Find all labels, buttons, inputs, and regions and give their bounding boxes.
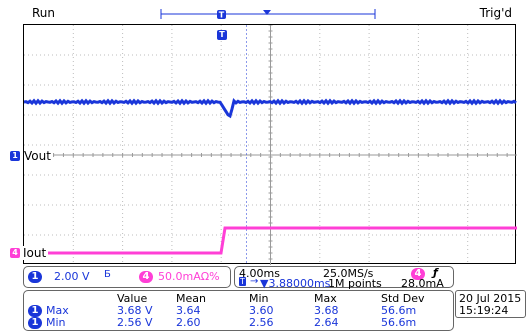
row-channel-badge: 1 xyxy=(28,317,42,329)
acquisition-status: Run xyxy=(32,6,56,20)
position-arrow-icon: → xyxy=(250,276,259,287)
trigger-marker-icon[interactable]: T xyxy=(217,30,227,40)
ch4-scale: 50.0mAΩ% xyxy=(158,270,220,283)
header-max: Max xyxy=(314,292,337,305)
row-name: Max xyxy=(46,304,69,317)
trigger-source-badge: 4 xyxy=(411,268,425,280)
ch4-waveform xyxy=(24,226,517,255)
row-mean: 2.60 xyxy=(176,316,201,329)
row-value: 2.56 V xyxy=(117,316,153,329)
header-mean: Mean xyxy=(176,292,206,305)
datetime-display: 20 Jul 2015 15:19:24 xyxy=(455,290,526,318)
trigger-status: Trig'd xyxy=(479,6,512,20)
row-mean: 3.64 xyxy=(176,304,201,317)
row-value: 3.68 V xyxy=(117,304,153,317)
header-min: Min xyxy=(249,292,269,305)
record-length: 1M points xyxy=(328,277,382,290)
measurements-panel[interactable]: Value Mean Min Max Std Dev 1 Max 3.68 V … xyxy=(23,290,454,331)
date: 20 Jul 2015 xyxy=(459,292,522,305)
header-value: Value xyxy=(117,292,148,305)
ch1-badge: 1 xyxy=(28,271,42,283)
sample-rate: 25.0MS/s xyxy=(323,267,374,280)
trigger-level: 28.0mA xyxy=(401,277,444,290)
status-bar: T Run Trig'd xyxy=(0,0,526,24)
trigger-slope-icon: ƒ xyxy=(433,266,438,279)
trigger-position-indicator: T xyxy=(160,9,376,20)
vertical-scale-panel[interactable]: 1 2.00 V Б 4 50.0mAΩ% xyxy=(23,266,231,288)
row-name: Min xyxy=(46,316,66,329)
bandwidth-icon: Б xyxy=(104,269,111,280)
graticule xyxy=(24,25,517,265)
svg-text:T: T xyxy=(219,11,225,20)
row-min: 2.56 xyxy=(249,316,274,329)
waveform-display[interactable] xyxy=(23,24,517,265)
time: 15:19:24 xyxy=(459,304,509,317)
ch1-scale: 2.00 V xyxy=(54,270,90,283)
ch1-waveform xyxy=(24,97,517,119)
row-max: 2.64 xyxy=(314,316,339,329)
trigger-icon: T xyxy=(239,277,246,286)
time-per-div: 4.00ms xyxy=(239,267,280,280)
ch4-ground-marker[interactable]: 4 xyxy=(10,248,20,258)
ch1-label: Vout xyxy=(24,149,53,163)
header-std-dev: Std Dev xyxy=(381,292,425,305)
row-std-dev: 56.6m xyxy=(381,304,417,317)
ch1-ground-marker[interactable]: 1 xyxy=(10,151,20,161)
row-min: 3.60 xyxy=(249,304,274,317)
row-max: 3.68 xyxy=(314,304,339,317)
timebase-panel[interactable]: 4.00ms 25.0MS/s 4 ƒ T → ▼3.88000ms 1M po… xyxy=(234,266,454,290)
ch4-label: Iout xyxy=(23,246,49,260)
ch4-badge: 4 xyxy=(139,271,153,283)
row-channel-badge: 1 xyxy=(28,305,42,317)
row-std-dev: 56.6m xyxy=(381,316,417,329)
horizontal-position: ▼3.88000ms xyxy=(260,277,331,290)
